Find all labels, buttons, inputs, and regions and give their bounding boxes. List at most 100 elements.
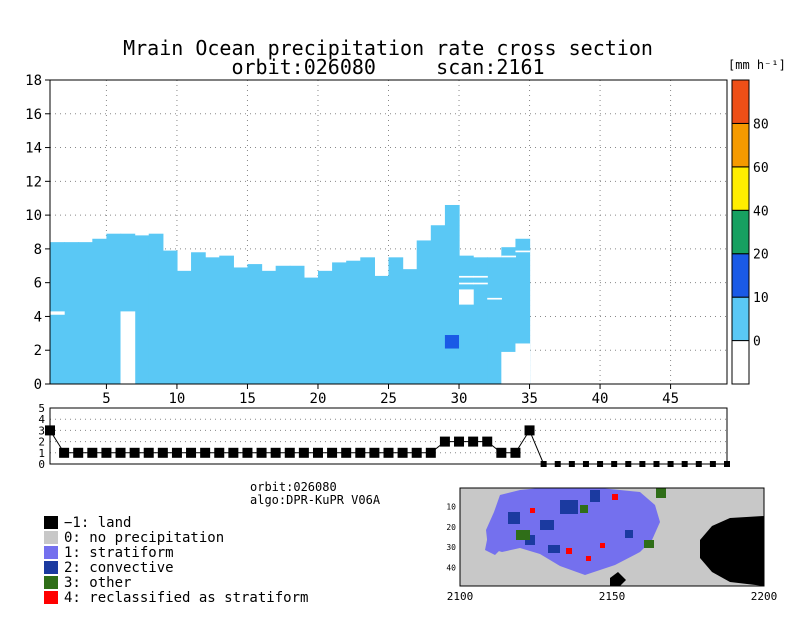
flag-line: [49, 429, 727, 465]
flag-marker: [312, 447, 323, 458]
rain-column: [134, 235, 150, 384]
colorbar-label: 60: [753, 161, 769, 176]
legend-label: 4: reclassified as stratiform: [64, 590, 308, 606]
flag-markers: [45, 425, 730, 467]
flag-marker: [369, 447, 380, 458]
legend-label: −1: land: [64, 515, 131, 531]
rain-column: [148, 233, 164, 384]
colorbar-cell: [731, 122, 750, 168]
colorbar-label: 20: [753, 248, 769, 263]
x-tick-label: 40: [592, 391, 609, 407]
map-x-tick-label: 2200: [751, 590, 778, 603]
flag-marker: [724, 461, 730, 467]
colorbar: [mm h⁻¹] 0 10 20 40 60 80: [728, 58, 786, 385]
legend-swatch: [44, 516, 58, 529]
flag-marker: [568, 461, 575, 467]
flag-marker: [582, 461, 589, 467]
legend-swatch: [44, 591, 58, 604]
colorbar-cell: [731, 296, 750, 342]
rain-gap: [459, 282, 474, 285]
x-tick-label: 10: [169, 391, 186, 407]
rain-column: [78, 242, 93, 384]
colorbar-cells: [731, 79, 750, 385]
flag-marker: [214, 447, 225, 458]
x-tick-label: 35: [521, 391, 538, 407]
rain-column: [219, 255, 234, 384]
colorbar-unit: [mm h⁻¹]: [728, 58, 786, 72]
rain-gap: [487, 297, 502, 300]
flag-marker: [101, 447, 112, 458]
rain-column: [459, 255, 474, 384]
flag-marker: [695, 461, 702, 467]
y-tick-label: 4: [34, 309, 42, 325]
flag-marker: [59, 447, 70, 458]
colorbar-cell: [731, 340, 750, 385]
convective-cell: [444, 335, 460, 349]
flag-marker: [355, 447, 366, 458]
x-tick-label: 45: [662, 391, 679, 407]
y-tick-label: 14: [25, 141, 42, 157]
flag-frame: [49, 407, 728, 465]
flag-marker: [625, 461, 632, 467]
map-y-tick-label: 40: [446, 564, 456, 573]
map-x-tick-label: 2100: [447, 590, 474, 603]
rain-gap: [501, 255, 517, 258]
rain-column: [106, 233, 122, 384]
rain-column: [473, 257, 488, 384]
flag-marker: [425, 447, 436, 458]
rain-gap: [459, 289, 474, 305]
cross-section-panel: 0 2 4 6 8 10 12 14 16 18 5 10 15 20 25 30 35 40 45: [25, 73, 728, 407]
flag-y-tick-label: 0: [38, 458, 45, 471]
flag-marker: [186, 447, 197, 458]
x-tick-label: 25: [380, 391, 397, 407]
rain-column: [487, 257, 502, 384]
colorbar-label: 80: [753, 117, 769, 132]
flag-marker: [157, 447, 168, 458]
legend-swatch: [44, 546, 58, 559]
flag-marker: [524, 425, 535, 436]
rain-column: [247, 264, 263, 384]
y-tick-label: 0: [34, 377, 42, 393]
colorbar-labels: 0 10 20 40 60 80: [753, 117, 769, 349]
flag-marker: [256, 447, 267, 458]
y-axis: 0 2 4 6 8 10 12 14 16 18: [25, 73, 50, 393]
flag-marker: [115, 447, 126, 458]
y-tick-label: 10: [25, 208, 42, 224]
rain-column: [374, 275, 390, 384]
colorbar-label: 10: [753, 291, 769, 306]
rain-column: [317, 270, 333, 384]
y-tick-label: 6: [34, 276, 42, 292]
flag-marker: [397, 447, 408, 458]
rain-column: [64, 242, 79, 384]
map-x-axis: 2100 2150 2200: [447, 590, 778, 603]
colorbar-cell: [731, 166, 750, 211]
rain-column: [191, 252, 206, 384]
rain-column: [162, 250, 178, 384]
x-tick-label: 15: [239, 391, 256, 407]
algo-label: algo:DPR-KuPR V06A: [250, 493, 381, 507]
rain-column: [303, 277, 319, 384]
legend-label: 2: convective: [64, 560, 174, 576]
chart-subtitle: orbit:026080 scan:2161: [231, 55, 544, 79]
convective-cells: [444, 335, 460, 349]
rain-column: [430, 225, 446, 384]
rain-column: [261, 270, 277, 384]
precipitation-type-map: [485, 488, 764, 586]
rain-column: [346, 260, 361, 384]
flag-marker: [383, 447, 394, 458]
y-tick-label: 8: [34, 242, 42, 258]
colorbar-cell: [731, 253, 750, 298]
flag-marker: [709, 461, 716, 467]
rain-gap: [120, 311, 136, 384]
flag-y-tick-label: 3: [38, 424, 45, 437]
map-y-tick-label: 30: [446, 543, 456, 552]
flag-marker: [73, 447, 84, 458]
rain-column: [289, 265, 305, 384]
flag-marker: [540, 461, 547, 467]
flag-marker: [681, 461, 688, 467]
flag-marker: [242, 447, 253, 458]
rain-column: [402, 269, 418, 384]
flag-marker: [554, 461, 561, 467]
